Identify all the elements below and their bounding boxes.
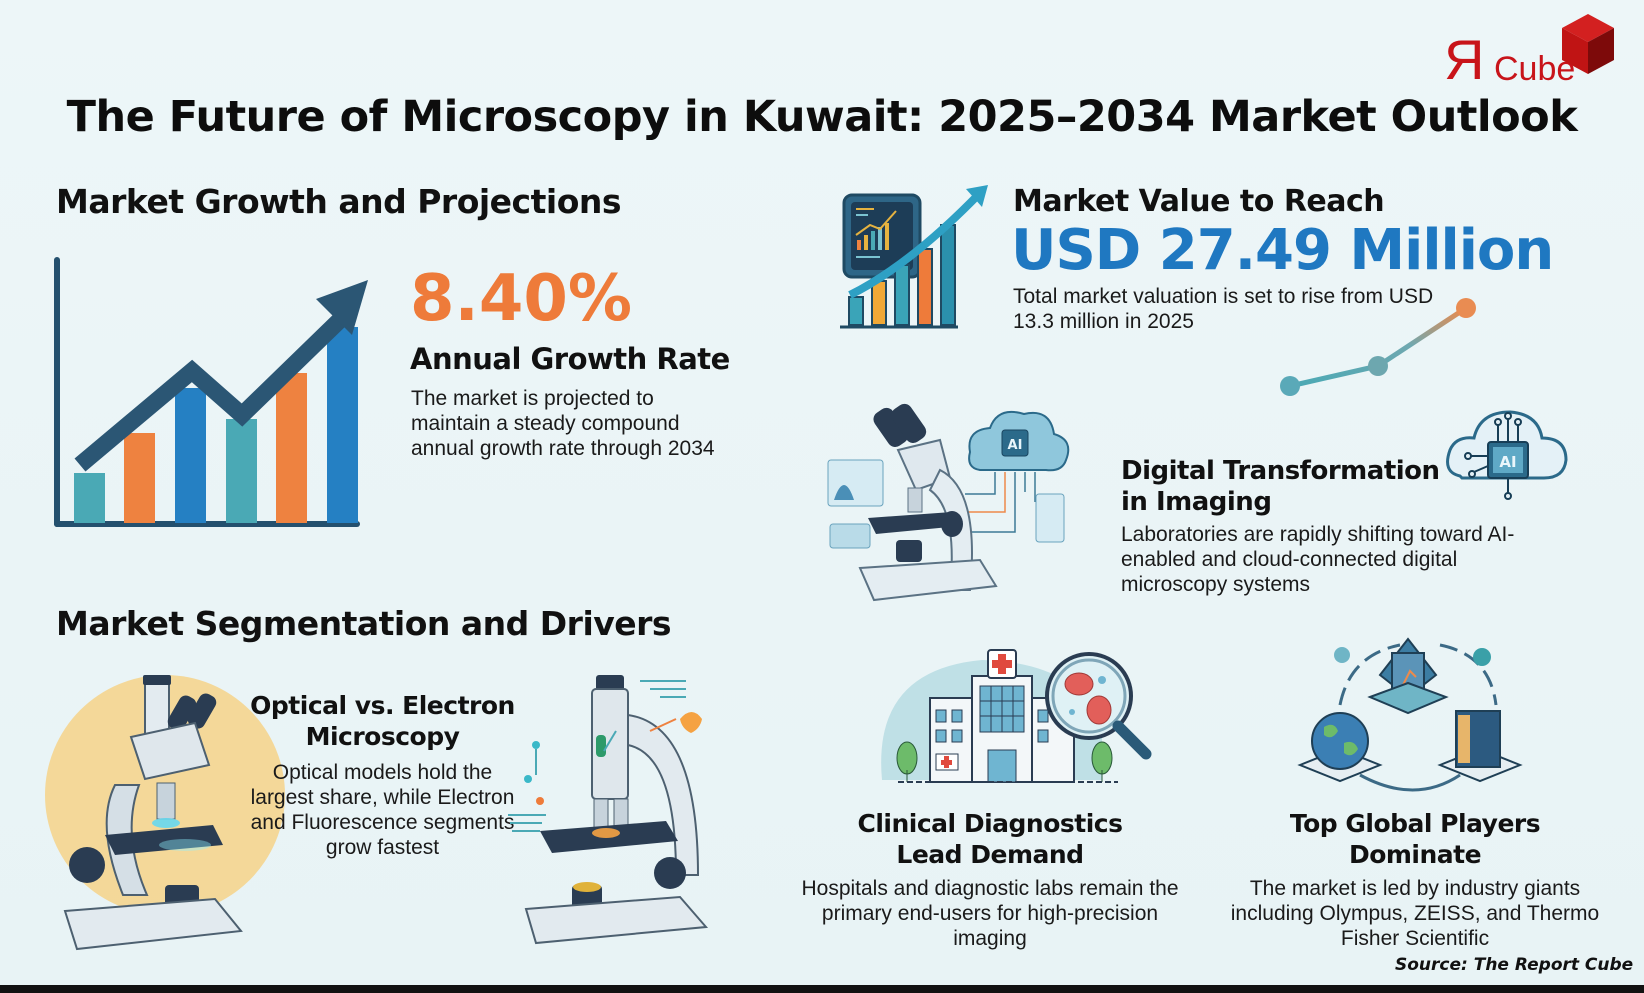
growth-bar-chart [54,257,368,527]
source-credit: Source: The Report Cube [1395,955,1634,975]
digital-microscope-illustration: AI [827,403,1070,602]
section-heading-growth: Market Growth and Projections [56,182,622,221]
ai-text: AI [1499,453,1516,471]
logo-text: Cube [1494,50,1576,88]
global-players-description: The market is led by industry giants inc… [1230,877,1600,950]
digital-transformation-title: Digital Transformation in Imaging [1121,456,1440,517]
digital-transformation-description: Laboratories are rapidly shifting toward… [1121,523,1515,596]
growth-rate-label: Annual Growth Rate [410,342,730,376]
report-cube-logo: R Cube [1440,10,1620,91]
growth-rate-value: 8.40% [410,262,633,336]
market-value-description: Total market valuation is set to rise fr… [1013,285,1434,333]
cube-icon [1562,14,1614,74]
market-value-label: Market Value to Reach [1013,184,1385,219]
clinical-diagnostics-title: Clinical Diagnostics Lead Demand [857,809,1123,869]
global-players-illustration [1297,637,1523,792]
global-players-title: Top Global Players Dominate [1289,809,1541,869]
ai-cloud-icon: AI [1446,410,1568,500]
hospital-diagnostics-illustration [881,649,1152,783]
growth-rate-description: The market is projected to maintain a st… [411,387,715,460]
optical-vs-electron-description: Optical models hold the largest share, w… [250,761,515,859]
optical-vs-electron-title: Optical vs. Electron Microscopy [250,691,515,751]
trend-line-icon [1280,298,1476,396]
clinical-diagnostics-description: Hospitals and diagnostic labs remain the… [801,877,1179,950]
optical-microscope-illustration [45,675,285,951]
bottom-border [0,985,1644,993]
section-heading-segmentation: Market Segmentation and Drivers [56,604,672,643]
market-value-chart-icon [840,185,988,329]
market-value-amount: USD 27.49 Million [1011,218,1554,283]
logo-letter: R [1444,28,1485,91]
page-title: The Future of Microscopy in Kuwait: 2025… [66,92,1578,142]
microscope-body [858,403,998,602]
ai-chip-text: AI [1008,438,1023,453]
electron-microscope-illustration [508,675,709,945]
